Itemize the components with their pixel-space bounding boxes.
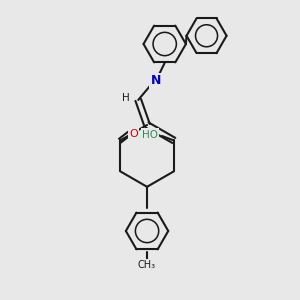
Text: O: O <box>130 129 138 139</box>
Text: N: N <box>151 74 161 87</box>
Text: HO: HO <box>142 130 158 140</box>
Text: H: H <box>122 94 129 103</box>
Text: CH₃: CH₃ <box>138 260 156 269</box>
